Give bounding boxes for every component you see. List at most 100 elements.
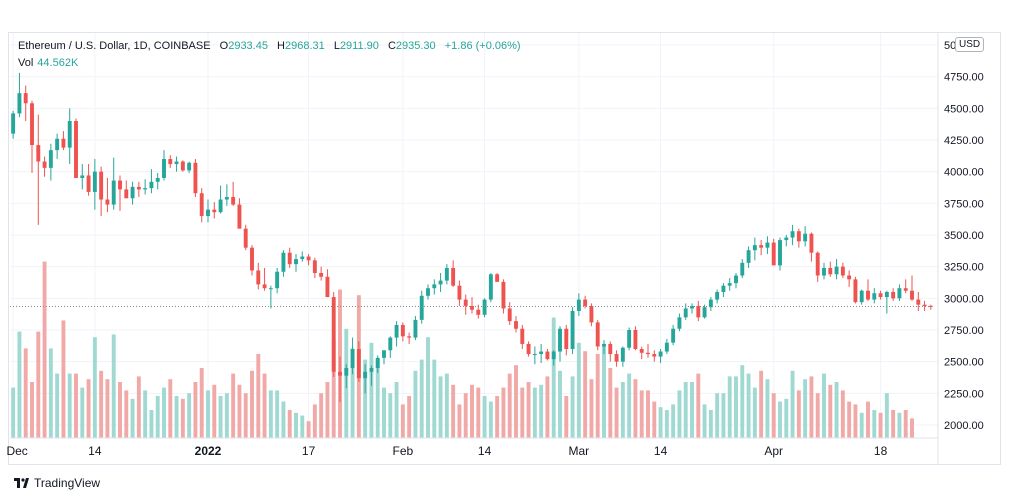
candle-body[interactable] [180, 161, 185, 171]
candle-body[interactable] [451, 267, 456, 286]
candle-body[interactable] [457, 285, 462, 300]
candle-body[interactable] [143, 188, 148, 190]
candle-body[interactable] [589, 305, 594, 323]
candle-body[interactable] [778, 240, 782, 266]
candle-body[interactable] [520, 328, 525, 344]
candle-body[interactable] [620, 347, 625, 362]
candle-body[interactable] [796, 231, 801, 242]
candle-body[interactable] [426, 288, 430, 296]
candle-body[interactable] [99, 171, 104, 200]
candle-body[interactable] [155, 178, 160, 182]
candle-body[interactable] [111, 180, 116, 205]
candle-body[interactable] [551, 351, 556, 360]
candle-body[interactable] [130, 186, 135, 199]
currency-button[interactable]: USD [955, 37, 985, 52]
tradingview-brand[interactable]: TradingView [14, 476, 100, 490]
candles[interactable] [11, 72, 933, 403]
candle-body[interactable] [407, 336, 412, 338]
candle-body[interactable] [413, 319, 418, 338]
candle-body[interactable] [432, 284, 437, 289]
candle-body[interactable] [319, 273, 324, 277]
candle-body[interactable] [262, 284, 267, 289]
candle-body[interactable] [564, 328, 569, 349]
candle-body[interactable] [382, 350, 386, 358]
candle-body[interactable] [853, 279, 858, 303]
candle-body[interactable] [363, 371, 368, 379]
candle-body[interactable] [526, 343, 531, 355]
candle-body[interactable] [721, 285, 726, 292]
candle-body[interactable] [470, 305, 474, 310]
candle-body[interactable] [790, 231, 795, 238]
candle-body[interactable] [922, 304, 927, 306]
candle-body[interactable] [237, 204, 242, 229]
candle-body[interactable] [55, 138, 60, 151]
candle-body[interactable] [708, 299, 713, 308]
candle-body[interactable] [344, 368, 349, 376]
candle-body[interactable] [727, 283, 732, 286]
candle-body[interactable] [331, 297, 336, 372]
candle-body[interactable] [118, 180, 122, 190]
candle-body[interactable] [652, 354, 657, 357]
candle-body[interactable] [878, 293, 883, 298]
candle-body[interactable] [105, 199, 110, 205]
candle-body[interactable] [168, 159, 173, 165]
candle-body[interactable] [256, 270, 261, 285]
candle-body[interactable] [67, 121, 72, 148]
candle-body[interactable] [36, 145, 41, 162]
candle-body[interactable] [507, 308, 512, 322]
candle-body[interactable] [312, 260, 317, 273]
candle-body[interactable] [124, 189, 129, 199]
candle-body[interactable] [488, 274, 493, 300]
candle-body[interactable] [206, 209, 210, 216]
candle-body[interactable] [602, 343, 606, 347]
candle-body[interactable] [646, 352, 650, 355]
candle-body[interactable] [136, 186, 141, 190]
candle-body[interactable] [627, 330, 632, 348]
candle-body[interactable] [696, 305, 701, 318]
candle-body[interactable] [30, 103, 34, 146]
candle-body[interactable] [884, 292, 889, 298]
symbol-title[interactable]: Ethereum / U.S. Dollar, 1D, COINBASE [18, 40, 211, 52]
candle-body[interactable] [306, 256, 311, 261]
candle-body[interactable] [671, 328, 676, 343]
candle-body[interactable] [771, 242, 776, 266]
candle-body[interactable] [759, 245, 764, 248]
candle-body[interactable] [840, 266, 845, 276]
candle-body[interactable] [639, 349, 644, 353]
candle-body[interactable] [809, 233, 814, 253]
candle-body[interactable] [514, 321, 518, 329]
candle-body[interactable] [419, 295, 424, 320]
candle-body[interactable] [250, 247, 254, 271]
candle-body[interactable] [193, 162, 198, 194]
candle-body[interactable] [149, 181, 154, 189]
candle-body[interactable] [338, 371, 342, 376]
candle-body[interactable] [86, 175, 91, 192]
candle-body[interactable] [495, 274, 500, 282]
candle-body[interactable] [532, 354, 537, 356]
candle-body[interactable] [903, 288, 908, 291]
candle-body[interactable] [583, 299, 588, 306]
candle-body[interactable] [287, 252, 292, 265]
candle-body[interactable] [740, 262, 745, 276]
candle-body[interactable] [916, 299, 921, 305]
candle-body[interactable] [570, 311, 575, 349]
candle-body[interactable] [539, 351, 544, 355]
candle-body[interactable] [375, 357, 380, 368]
candle-body[interactable] [300, 256, 305, 260]
candle-body[interactable] [74, 121, 78, 178]
candle-body[interactable] [92, 171, 97, 192]
candle-body[interactable] [658, 351, 663, 357]
candle-body[interactable] [231, 197, 236, 205]
candle-body[interactable] [174, 161, 179, 165]
candle-body[interactable] [734, 275, 738, 284]
candle-body[interactable] [243, 228, 248, 248]
candle-body[interactable] [784, 237, 789, 241]
candle-body[interactable] [910, 290, 914, 300]
candle-body[interactable] [834, 266, 839, 275]
candle-body[interactable] [482, 299, 487, 315]
candle-body[interactable] [17, 93, 22, 114]
candle-body[interactable] [822, 267, 826, 276]
candle-body[interactable] [847, 275, 852, 280]
candle-body[interactable] [558, 328, 562, 352]
